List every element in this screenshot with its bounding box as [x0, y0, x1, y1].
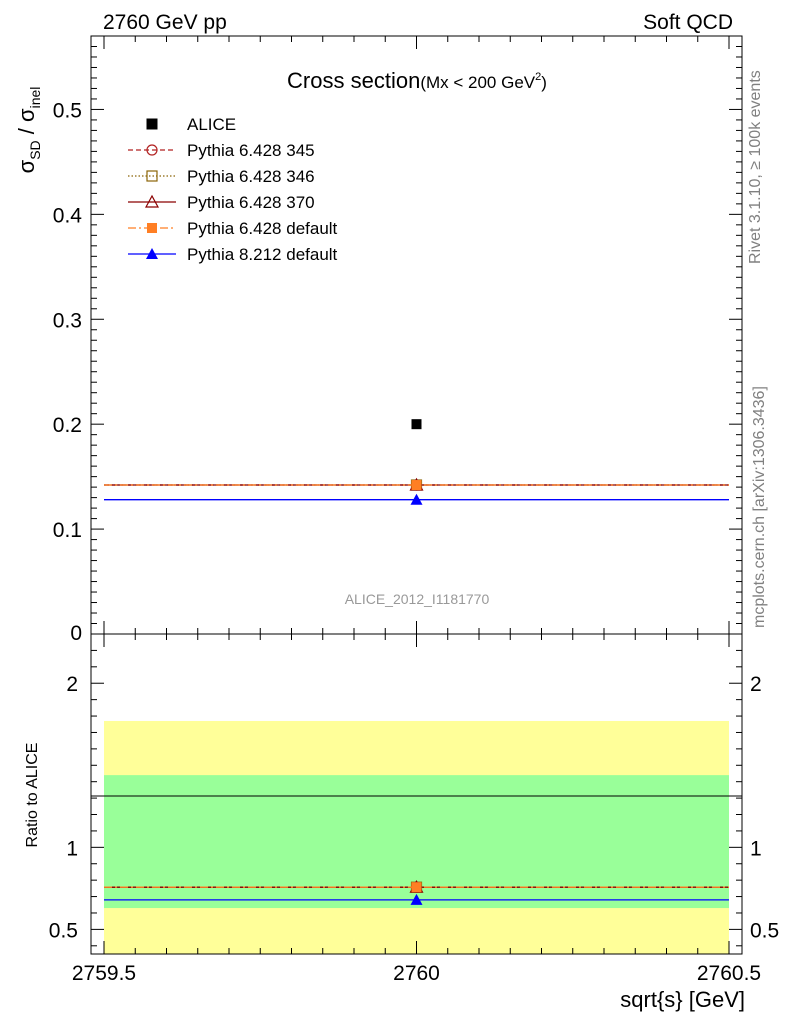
analysis-watermark: ALICE_2012_I1181770 [345, 591, 490, 607]
x-axis-label: sqrt{s} [GeV] [620, 987, 745, 1012]
title-sup: 2 [535, 71, 541, 83]
ratio-y-tick-label-left: 0.5 [49, 919, 78, 942]
title-sub: (Mx < 200 GeV [420, 73, 535, 92]
ratio-y-tick-label-left: 1 [66, 837, 78, 860]
legend-entry-label: ALICE [187, 115, 236, 134]
ylabel-sub-inel: inel [27, 87, 43, 109]
main-y-tick-label: 0.5 [53, 99, 82, 122]
legend-entry-label: Pythia 6.428 345 [187, 141, 315, 160]
svg-text:σSD / σinel: σSD / σinel [14, 87, 43, 174]
mcplots-label: mcplots.cern.ch [arXiv:1306.3436] [751, 386, 768, 628]
ratio-y-tick-label-right: 1 [750, 837, 762, 860]
ratio-data-point [411, 882, 422, 893]
title-close: ) [541, 73, 547, 92]
ratio-y-tick-label-left: 2 [66, 673, 78, 696]
chart-title: Cross section(Mx < 200 GeV2) [287, 68, 547, 93]
ratio-y-axis-label: Ratio to ALICE [24, 743, 41, 848]
legend-entry-label: Pythia 6.428 370 [187, 193, 315, 212]
data-series [104, 419, 729, 905]
legend: ALICE Pythia 6.428 345 Pythia 6.428 346 Pyt… [128, 115, 338, 264]
main-y-tick-label: 0.3 [53, 309, 82, 332]
header-right-label: Soft QCD [643, 11, 733, 34]
header-left-label: 2760 GeV pp [103, 11, 227, 34]
ratio-y-tick-label-right: 0.5 [750, 919, 779, 942]
x-tick-label: 2759.5 [72, 962, 136, 985]
legend-entry-label: Pythia 6.428 default [187, 219, 338, 238]
ratio-data-point [410, 893, 423, 905]
ylabel-sigma: σ [14, 159, 39, 173]
x-tick-label: 2760 [393, 962, 440, 985]
legend-entry-label: Pythia 8.212 default [187, 245, 338, 264]
axis-tick-labels: 0.1 0.2 0.3 0.4 0.5 0 0.5 0.5 1 1 2 2 2759.5 2760 2760… [49, 99, 779, 985]
main-y-tick-label: 0.2 [53, 414, 82, 437]
main-y-tick-label: 0.4 [53, 204, 83, 227]
legend-marker [146, 170, 158, 182]
axis-ticks [91, 36, 742, 954]
x-tick-label: 2760.5 [697, 962, 761, 985]
legend-marker [146, 144, 158, 156]
legend-marker [146, 248, 158, 259]
legend-entry-label: Pythia 6.428 346 [187, 167, 315, 186]
ratio-y-tick-label-right: 2 [750, 673, 762, 696]
main-data-point [411, 419, 422, 430]
ratio-bands [104, 720, 729, 954]
legend-marker [144, 194, 160, 208]
main-y-axis-label: σSD / σinel [14, 87, 43, 174]
main-y-tick-label-zero: 0 [70, 622, 82, 645]
title-main: Cross section [287, 68, 420, 93]
ylabel-separator: / σ [14, 108, 39, 140]
main-data-point [410, 493, 423, 505]
ylabel-sub-sd: SD [27, 140, 43, 159]
legend-marker [146, 118, 158, 130]
main-data-point [411, 480, 422, 491]
legend-marker [147, 223, 157, 233]
rivet-version-label: Rivet 3.1.10, ≥ 100k events [747, 70, 764, 264]
main-y-tick-label: 0.1 [53, 519, 82, 542]
